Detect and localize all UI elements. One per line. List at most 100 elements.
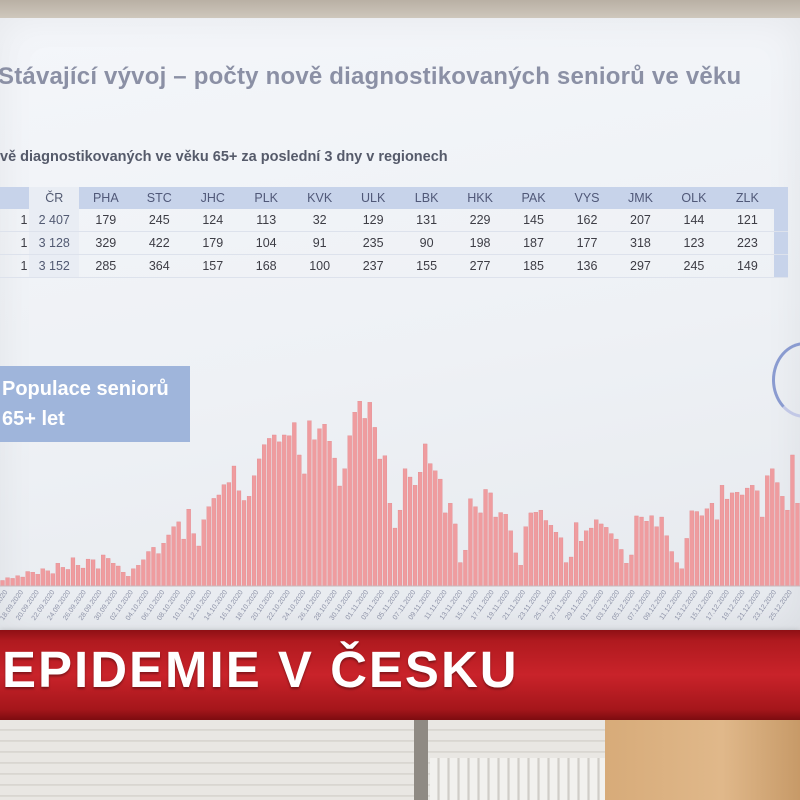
- table-row: 1 3 152 285 364 157 168 100 237 155 277 …: [0, 254, 788, 278]
- table-cell: 177: [560, 231, 614, 255]
- table-cell: 187: [506, 231, 561, 255]
- chart-bar: [483, 489, 488, 587]
- chart-bar: [85, 558, 91, 587]
- table-header-cell: LBK: [399, 187, 454, 209]
- chart-bar: [181, 538, 186, 587]
- table-edge-cell: [774, 254, 788, 278]
- chart-bar: [236, 490, 242, 587]
- chart-bar: [377, 458, 382, 587]
- chart-bar: [15, 575, 20, 587]
- chart-bar: [357, 401, 362, 587]
- chart-bar: [90, 559, 96, 587]
- table-header-cell: OLK: [667, 187, 721, 209]
- chart-bar: [513, 552, 518, 587]
- table-cell: 245: [132, 209, 187, 232]
- chart-bar: [719, 485, 725, 587]
- news-banner: EPIDEMIE V ČESKU: [0, 630, 800, 720]
- table-cell: 144: [667, 209, 721, 232]
- table-header-cell: JMK: [613, 187, 668, 209]
- table-row: 1 2 407 179 245 124 113 32 129 131 229 1…: [0, 209, 788, 232]
- chart-bar: [558, 537, 564, 587]
- chart-bar: [277, 441, 282, 587]
- table-cell: 124: [186, 209, 240, 232]
- chart-bar: [458, 562, 463, 587]
- table-cell: 235: [346, 231, 400, 255]
- chart-bar: [166, 534, 171, 587]
- table-edge-cell: [774, 231, 788, 255]
- chart-bar: [126, 576, 131, 587]
- table-cell: 121: [720, 209, 775, 232]
- chart-bar: [528, 512, 533, 587]
- chart-bar: [443, 512, 448, 587]
- table-header-cell: ČR: [29, 187, 80, 209]
- chart-bar: [156, 553, 161, 587]
- table-cell: 136: [560, 254, 614, 278]
- table-cell: 100: [292, 254, 347, 278]
- chart-bar: [322, 424, 327, 587]
- chart-bar: [136, 565, 141, 587]
- chart-bar: [251, 475, 257, 587]
- legend-label-line1: Populace seniorů: [2, 378, 169, 400]
- table-cell: 237: [346, 254, 400, 278]
- chart-bar: [714, 519, 720, 587]
- chart-bar: [246, 496, 252, 587]
- chart-bar: [704, 508, 710, 587]
- chart-bar: [795, 503, 800, 587]
- chart-bar: [428, 463, 433, 587]
- chart-bar: [372, 427, 377, 587]
- chart-bar: [186, 509, 191, 587]
- chart-bar: [80, 567, 86, 587]
- table-cell: 229: [453, 209, 507, 232]
- table-cell: 198: [453, 231, 507, 255]
- table-cell: 162: [560, 209, 614, 232]
- chart-bar: [241, 500, 247, 587]
- studio-background: [0, 720, 800, 800]
- chart-bar: [619, 549, 624, 587]
- chart-bar: [689, 510, 694, 587]
- chart-bar: [508, 530, 513, 587]
- chart-bar: [644, 521, 649, 587]
- chart-bar: [101, 554, 106, 587]
- table-cell: 245: [667, 254, 721, 278]
- chart-bar: [312, 439, 317, 587]
- chart-bar: [10, 578, 15, 587]
- chart-bar: [362, 418, 367, 587]
- chart-bar: [25, 571, 30, 587]
- table-cell: 297: [613, 254, 668, 278]
- chart-bar: [307, 420, 312, 587]
- chart-bar: [760, 516, 765, 587]
- chart-bar: [367, 402, 372, 587]
- chart-bar: [231, 465, 237, 587]
- chart-bar: [35, 574, 40, 587]
- chart-bar: [423, 443, 428, 587]
- table-header-cell: STC: [132, 187, 187, 209]
- table-header-cell: PAK: [506, 187, 561, 209]
- chart-bar: [694, 511, 699, 587]
- chart-bar: [553, 532, 559, 587]
- table-cell: 129: [346, 209, 400, 232]
- chart-bar: [433, 470, 438, 587]
- chart-bar: [292, 422, 297, 587]
- chart-bar: [503, 514, 508, 587]
- chart-bar: [70, 557, 76, 587]
- chart-bar: [639, 516, 644, 587]
- chart-bar: [297, 454, 302, 587]
- chart-bar: [65, 569, 71, 587]
- chart-bar: [352, 412, 357, 587]
- chart-bar: [679, 568, 684, 587]
- table-cell: 168: [239, 254, 293, 278]
- chart-bar: [573, 522, 579, 587]
- chart-bar: [674, 562, 679, 587]
- chart-bar: [30, 572, 35, 587]
- chart-bar: [488, 492, 493, 587]
- chart-bar: [402, 468, 408, 587]
- table-row-label: 1: [0, 231, 30, 255]
- table-cell: 179: [79, 209, 133, 232]
- chart-bar: [523, 526, 528, 587]
- table-header-cell: PHA: [79, 187, 133, 209]
- chart-bar: [327, 441, 332, 587]
- chart-bar: [221, 484, 227, 587]
- chart-bar: [589, 527, 594, 587]
- chart-bar: [412, 485, 418, 587]
- chart-bar: [196, 545, 201, 587]
